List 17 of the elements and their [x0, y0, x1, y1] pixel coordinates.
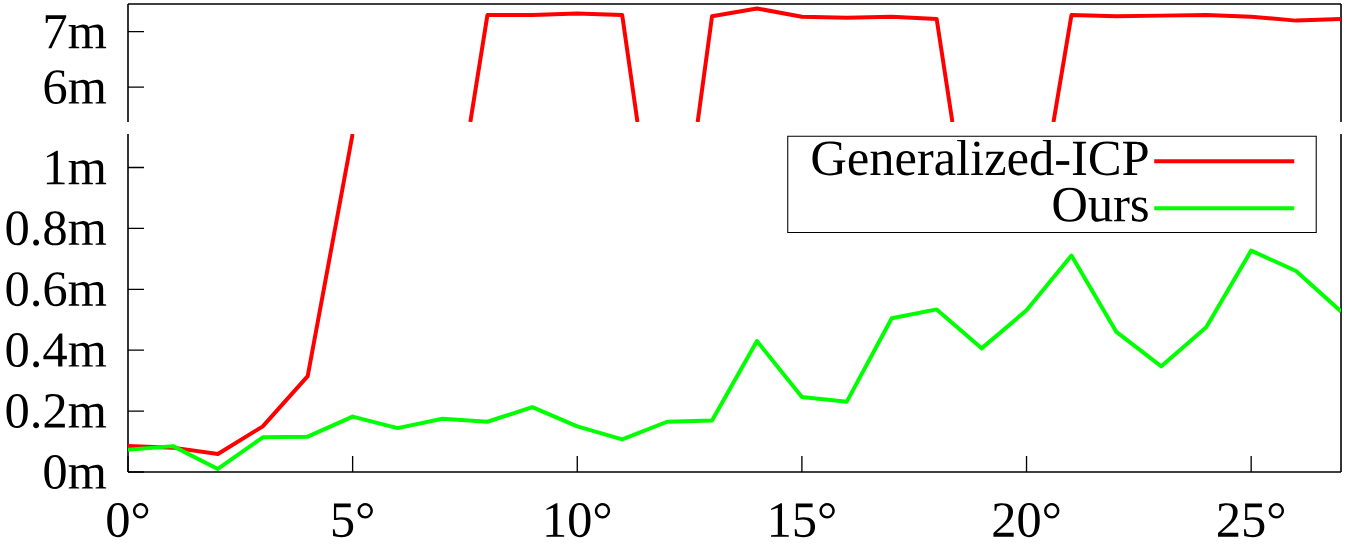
x-tick-label: 20° [993, 503, 1060, 538]
y-tick-label: 0m [44, 454, 107, 490]
x-tick-label: 25° [1218, 503, 1285, 538]
legend-label: Generalized-ICP [812, 139, 1148, 176]
x-tick-label: 10° [546, 503, 611, 538]
y-tick-label: 1m [46, 150, 107, 185]
y-tick-label: 7m [45, 15, 107, 49]
y-tick-label: 0.2m [6, 393, 107, 429]
x-tick-label: 5° [332, 503, 373, 538]
y-tick-label: 6m [44, 70, 107, 105]
y-tick-label: 0.6m [6, 272, 107, 307]
x-tick-label: 15° [771, 503, 835, 538]
legend-label: Ours [1053, 187, 1148, 222]
x-tick-label: 0° [107, 503, 149, 538]
y-tick-label: 0.4m [6, 333, 107, 368]
line-series [128, 133, 355, 457]
y-tick-label: 0.8m [6, 211, 107, 246]
